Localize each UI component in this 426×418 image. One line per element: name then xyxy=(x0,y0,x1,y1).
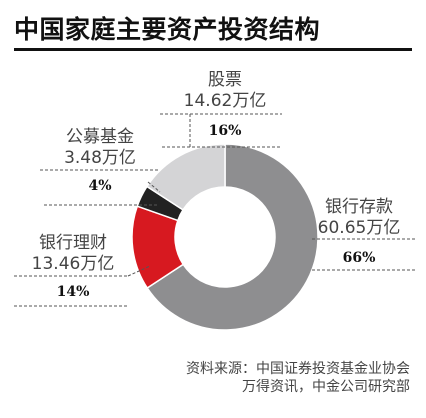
slice-percent: 66% xyxy=(342,250,376,266)
slice-bank-deposits xyxy=(146,143,319,331)
slice-percent: 14% xyxy=(56,284,90,300)
slice-stocks xyxy=(145,143,226,211)
slice-name: 股票 xyxy=(208,70,242,90)
slice-value: 60.65万亿 xyxy=(317,218,401,238)
slice-value: 13.46万亿 xyxy=(31,254,115,274)
source-note: 资料来源：中国证券投资基金业协会 万得资讯，中金公司研究部 xyxy=(186,360,410,396)
chart-title: 中国家庭主要资产投资结构 xyxy=(14,15,321,44)
slice-percent: 4% xyxy=(88,178,112,194)
slice-name: 银行理财 xyxy=(39,233,107,253)
source-line-2: 万得资讯，中金公司研究部 xyxy=(242,379,410,395)
label-public-funds: 公募基金 3.48万亿 4% xyxy=(40,127,160,194)
leader-wealth-tick xyxy=(127,265,151,277)
slice-name: 公募基金 xyxy=(66,127,134,147)
label-stocks: 股票 14.62万亿 16% xyxy=(165,70,285,139)
slice-value: 14.62万亿 xyxy=(183,91,267,111)
source-line-1: 资料来源：中国证券投资基金业协会 xyxy=(186,361,410,377)
slice-value: 3.48万亿 xyxy=(64,148,136,168)
label-bank-wealth: 银行理财 13.46万亿 14% xyxy=(14,233,132,300)
label-bank-deposits: 银行存款 60.65万亿 66% xyxy=(300,197,418,266)
leader-funds-tick xyxy=(147,181,161,193)
title-underline xyxy=(14,48,412,51)
slice-name: 银行存款 xyxy=(325,197,393,217)
slice-percent: 16% xyxy=(208,123,242,139)
